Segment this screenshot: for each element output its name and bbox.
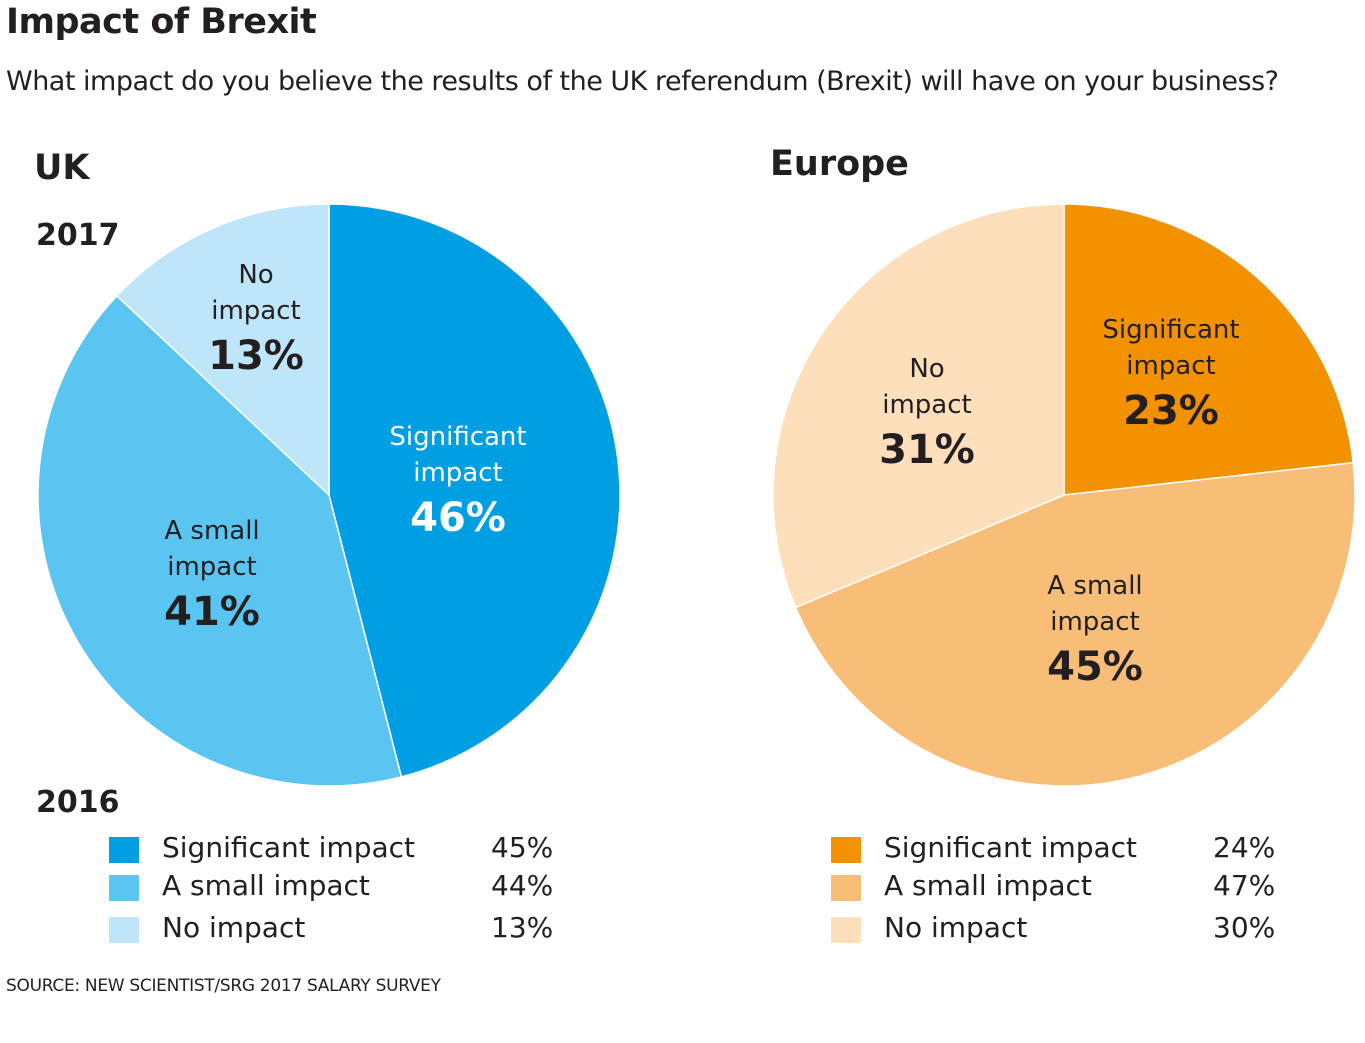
- europe-legend-label-significant: Significant impact: [884, 831, 1138, 864]
- uk-slice-label-small-line2: impact: [167, 552, 256, 582]
- europe-legend-swatch-significant: [831, 837, 861, 863]
- uk-slice-significant: [328, 203, 621, 778]
- uk-slice-label-significant-line1: Significant: [389, 422, 526, 452]
- europe-slice-value-none: 31%: [879, 427, 975, 473]
- europe-slice-value-small: 45%: [1047, 644, 1143, 690]
- europe-slice-small: [794, 461, 1356, 787]
- chart-title: Impact of Brexit: [6, 2, 317, 42]
- europe-slice-significant: [1063, 203, 1355, 496]
- uk-slice-value-small: 41%: [164, 589, 260, 635]
- europe-slice-label-small-line2: impact: [1050, 607, 1139, 637]
- uk-slice-label-significant-line2: impact: [413, 458, 502, 488]
- uk-pie-chart: Significant impact 46% A small impact 41% No im…: [37, 203, 621, 787]
- uk-legend-row-small: A small impact 44%: [109, 869, 579, 907]
- source-note: SOURCE: NEW SCIENTIST/SRG 2017 SALARY SU…: [6, 976, 441, 996]
- uk-slice-label-small-line1: A small: [164, 516, 259, 546]
- europe-slice-label-none-line1: No: [909, 354, 944, 384]
- europe-pie-chart: Significant impact 23% A small impact 45% No im…: [772, 203, 1356, 787]
- uk-slice-value-none: 13%: [208, 333, 304, 379]
- uk-legend-value-significant: 45%: [491, 831, 554, 864]
- uk-legend-label-significant: Significant impact: [162, 831, 416, 864]
- uk-legend: Significant impact 45% A small impact 44…: [109, 831, 579, 951]
- uk-legend-year-label: 2016: [36, 785, 120, 820]
- europe-slice-label-significant-line2: impact: [1126, 351, 1215, 381]
- uk-legend-label-none: No impact: [162, 911, 306, 944]
- europe-slice-none: [772, 203, 1065, 609]
- uk-slice-label-none-line2: impact: [211, 296, 300, 326]
- uk-slice-small: [37, 294, 403, 787]
- europe-legend: Significant impact 24% A small impact 47…: [831, 831, 1301, 951]
- uk-legend-value-small: 44%: [491, 869, 554, 902]
- europe-slice-label-none-line2: impact: [882, 390, 971, 420]
- europe-legend-value-significant: 24%: [1213, 831, 1276, 864]
- uk-legend-row-significant: Significant impact 45%: [109, 831, 579, 869]
- uk-legend-swatch-none: [109, 917, 139, 943]
- uk-legend-label-small: A small impact: [162, 869, 370, 902]
- europe-legend-row-significant: Significant impact 24%: [831, 831, 1301, 869]
- uk-slice-label-none-line1: No: [238, 260, 273, 290]
- europe-legend-value-small: 47%: [1213, 869, 1276, 902]
- europe-legend-row-none: No impact 30%: [831, 911, 1301, 949]
- europe-legend-value-none: 30%: [1213, 911, 1276, 944]
- uk-year-label: 2017: [36, 218, 120, 253]
- uk-legend-swatch-significant: [109, 837, 139, 863]
- uk-legend-row-none: No impact 13%: [109, 911, 579, 949]
- europe-legend-label-small: A small impact: [884, 869, 1092, 902]
- europe-legend-swatch-none: [831, 917, 861, 943]
- uk-panel-title: UK: [34, 148, 90, 188]
- uk-slice-value-significant: 46%: [410, 495, 506, 541]
- uk-legend-swatch-small: [109, 875, 139, 901]
- europe-panel-title: Europe: [770, 144, 909, 184]
- europe-slice-value-significant: 23%: [1123, 388, 1219, 434]
- chart-subtitle: What impact do you believe the results o…: [6, 66, 1279, 97]
- uk-slice-none: [115, 203, 330, 497]
- uk-legend-value-none: 13%: [491, 911, 554, 944]
- europe-legend-swatch-small: [831, 875, 861, 901]
- europe-slice-label-significant-line1: Significant: [1102, 315, 1239, 345]
- europe-slice-label-small-line1: A small: [1047, 571, 1142, 601]
- europe-legend-label-none: No impact: [884, 911, 1028, 944]
- europe-legend-row-small: A small impact 47%: [831, 869, 1301, 907]
